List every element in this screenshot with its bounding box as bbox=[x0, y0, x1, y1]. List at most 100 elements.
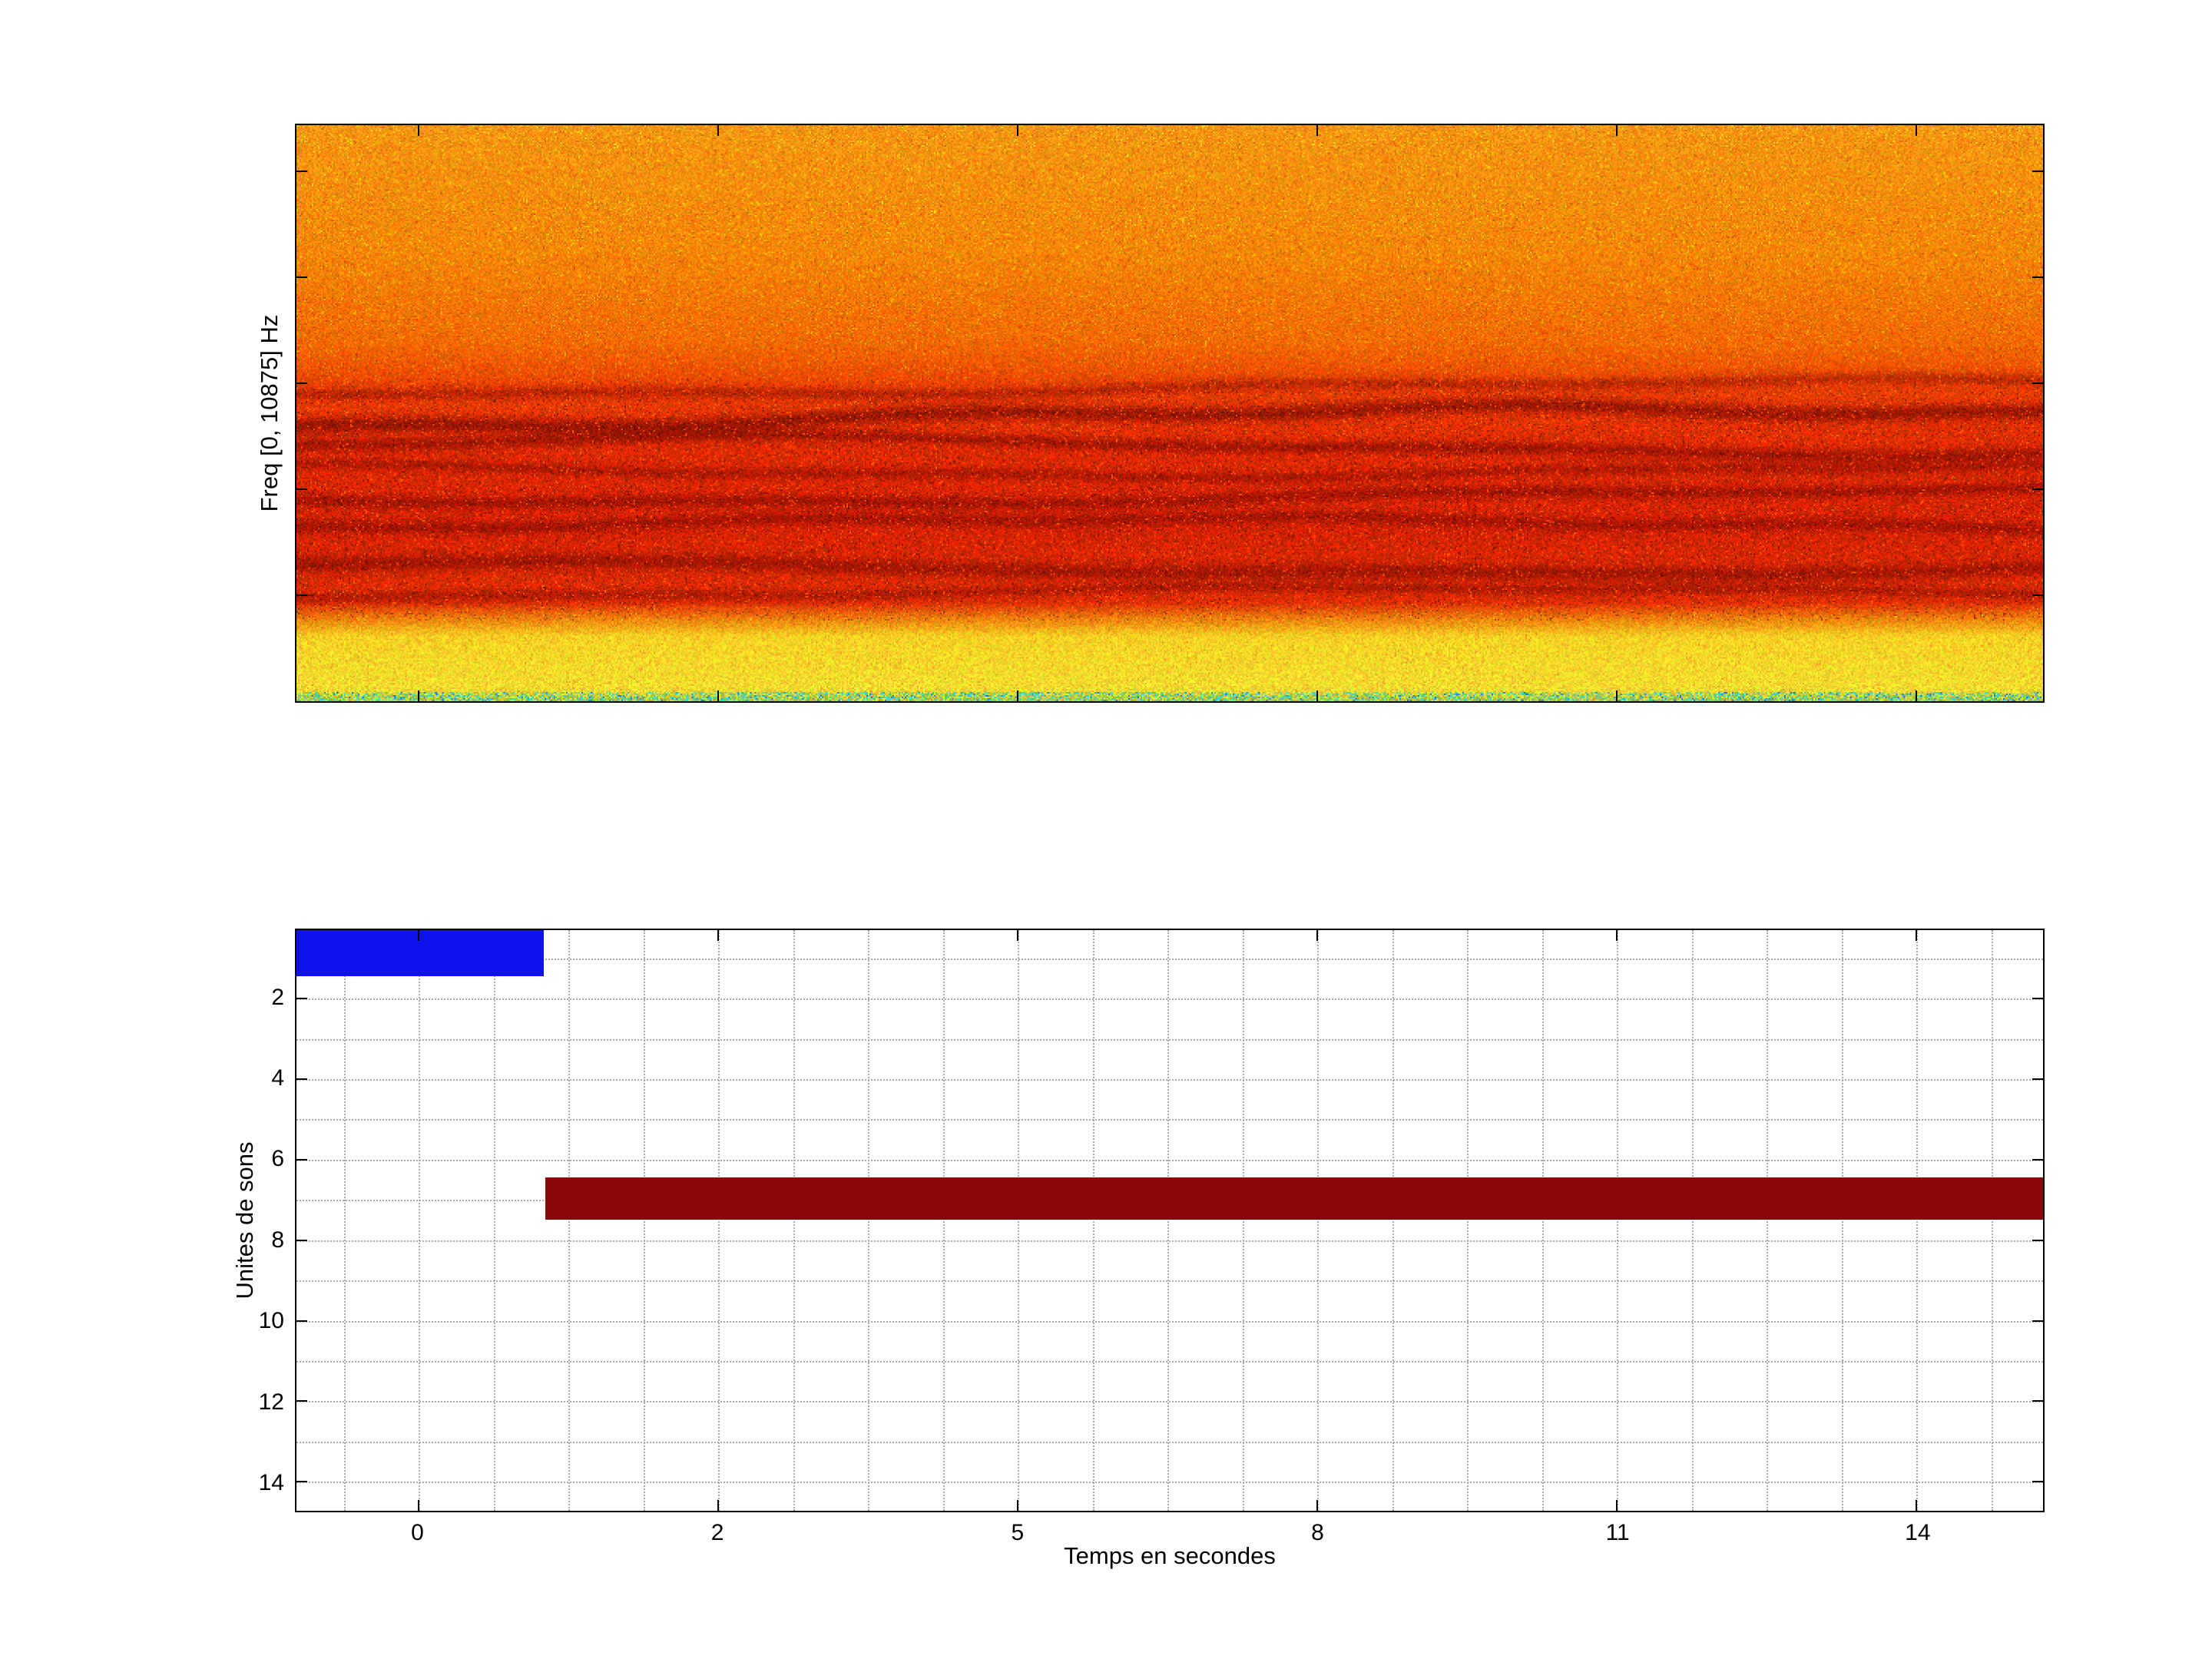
spectrogram-ylabel: Freq [0, 10875] Hz bbox=[256, 315, 283, 512]
matlab-figure: Freq [0, 10875] Hz Unites de sons Temps … bbox=[0, 0, 2212, 1659]
grid-line-vertical bbox=[1243, 930, 1244, 1511]
bottom-axes-ytick-mark bbox=[296, 998, 307, 999]
bottom-axes-xtick-mark bbox=[1916, 1500, 1917, 1511]
bottom-axes-xtick-mark bbox=[1017, 930, 1018, 941]
top-axes-xtick-mark bbox=[1616, 125, 1618, 136]
y-tick-label: 4 bbox=[215, 1065, 284, 1091]
x-tick-label: 8 bbox=[1311, 1520, 1324, 1546]
top-axes-xtick-mark bbox=[1316, 690, 1318, 701]
y-tick-label: 8 bbox=[215, 1227, 284, 1253]
bottom-axes-ytick-mark bbox=[296, 1481, 307, 1482]
top-axes-xtick-mark bbox=[717, 690, 719, 701]
bottom-axes-ytick-mark bbox=[296, 1159, 307, 1161]
top-axes-xtick-mark bbox=[418, 125, 419, 136]
top-axes-xtick-mark bbox=[1017, 125, 1018, 136]
grid-line-vertical bbox=[1992, 930, 1993, 1511]
bottom-axes-xtick-mark bbox=[1916, 930, 1917, 941]
grid-line-vertical bbox=[1916, 930, 1918, 1511]
grid-line-horizontal bbox=[296, 1280, 2043, 1282]
bottom-axes-xtick-mark bbox=[1316, 1500, 1318, 1511]
spectrogram-axes bbox=[295, 124, 2045, 703]
x-tick-label: 5 bbox=[1011, 1520, 1024, 1546]
grid-line-vertical bbox=[1392, 930, 1394, 1511]
grid-line-vertical bbox=[568, 930, 570, 1511]
grid-line-horizontal bbox=[296, 1361, 2043, 1363]
grid-line-vertical bbox=[793, 930, 795, 1511]
grid-line-horizontal bbox=[296, 1321, 2043, 1323]
grid-line-vertical bbox=[1617, 930, 1618, 1511]
y-tick-label: 12 bbox=[215, 1389, 284, 1416]
y-tick-label: 10 bbox=[215, 1308, 284, 1334]
y-tick-label: 6 bbox=[215, 1146, 284, 1172]
y-tick-label: 14 bbox=[215, 1470, 284, 1496]
x-tick-label: 0 bbox=[411, 1520, 424, 1546]
grid-line-vertical bbox=[1467, 930, 1469, 1511]
bottom-axes-xtick-mark bbox=[418, 1500, 419, 1511]
grid-line-vertical bbox=[1093, 930, 1094, 1511]
grid-line-vertical bbox=[1317, 930, 1319, 1511]
top-axes-ytick-mark bbox=[2032, 382, 2043, 384]
bottom-axes-ytick-mark bbox=[2032, 1240, 2043, 1241]
top-axes-ytick-mark bbox=[296, 488, 307, 490]
grid-line-vertical bbox=[494, 930, 495, 1511]
grid-line-vertical bbox=[718, 930, 720, 1511]
timeline-xlabel: Temps en secondes bbox=[1064, 1542, 1276, 1570]
bottom-axes-ytick-mark bbox=[296, 1400, 307, 1402]
grid-line-horizontal bbox=[296, 1160, 2043, 1161]
bottom-axes-ytick-mark bbox=[2032, 998, 2043, 999]
grid-line-vertical bbox=[419, 930, 420, 1511]
bottom-axes-xtick-mark bbox=[418, 930, 419, 941]
top-axes-ytick-mark bbox=[296, 276, 307, 278]
x-tick-label: 2 bbox=[711, 1520, 724, 1546]
x-tick-label: 11 bbox=[1606, 1520, 1630, 1546]
bottom-axes-ytick-mark bbox=[2032, 1320, 2043, 1322]
grid-line-vertical bbox=[868, 930, 869, 1511]
top-axes-xtick-mark bbox=[1916, 690, 1917, 701]
bar-sound-unit-1 bbox=[296, 930, 544, 976]
bottom-axes-xtick-mark bbox=[1316, 930, 1318, 941]
grid-line-horizontal bbox=[296, 1079, 2043, 1081]
top-axes-ytick-mark bbox=[2032, 276, 2043, 278]
top-axes-xtick-mark bbox=[1616, 690, 1618, 701]
bottom-axes-ytick-mark bbox=[296, 1078, 307, 1080]
bottom-axes-ytick-mark bbox=[2032, 1159, 2043, 1161]
grid-line-horizontal bbox=[296, 1401, 2043, 1402]
top-axes-xtick-mark bbox=[1017, 690, 1018, 701]
grid-line-vertical bbox=[344, 930, 346, 1511]
x-tick-label: 14 bbox=[1905, 1520, 1930, 1546]
bar-sound-unit-7 bbox=[545, 1177, 2043, 1220]
grid-line-horizontal bbox=[296, 1039, 2043, 1041]
grid-line-horizontal bbox=[296, 959, 2043, 960]
bottom-axes-ytick-mark bbox=[2032, 1481, 2043, 1482]
grid-line-horizontal bbox=[296, 1442, 2043, 1443]
bottom-axes-ytick-mark bbox=[2032, 1078, 2043, 1080]
top-axes-xtick-mark bbox=[1916, 125, 1917, 136]
grid-line-vertical bbox=[1542, 930, 1544, 1511]
top-axes-ytick-mark bbox=[2032, 171, 2043, 172]
grid-line-horizontal bbox=[296, 1482, 2043, 1483]
grid-line-vertical bbox=[1767, 930, 1768, 1511]
grid-line-vertical bbox=[1842, 930, 1843, 1511]
timeline-axes bbox=[295, 929, 2045, 1512]
bottom-axes-xtick-mark bbox=[717, 930, 719, 941]
grid-line-vertical bbox=[1018, 930, 1019, 1511]
top-axes-ytick-mark bbox=[296, 171, 307, 172]
top-axes-ytick-mark bbox=[296, 594, 307, 596]
bottom-axes-ytick-mark bbox=[296, 1240, 307, 1241]
top-axes-xtick-mark bbox=[717, 125, 719, 136]
top-axes-ytick-mark bbox=[2032, 488, 2043, 490]
grid-line-vertical bbox=[1167, 930, 1169, 1511]
top-axes-xtick-mark bbox=[1316, 125, 1318, 136]
top-axes-ytick-mark bbox=[296, 382, 307, 384]
bottom-axes-xtick-mark bbox=[1616, 930, 1618, 941]
spectrogram-image bbox=[296, 125, 2043, 701]
bottom-axes-ytick-mark bbox=[296, 1320, 307, 1322]
grid-line-vertical bbox=[644, 930, 645, 1511]
bottom-axes-xtick-mark bbox=[717, 1500, 719, 1511]
grid-line-vertical bbox=[943, 930, 945, 1511]
grid-line-vertical bbox=[1692, 930, 1694, 1511]
bottom-axes-ytick-mark bbox=[2032, 1400, 2043, 1402]
bottom-axes-xtick-mark bbox=[1616, 1500, 1618, 1511]
grid-line-horizontal bbox=[296, 1119, 2043, 1121]
bottom-axes-xtick-mark bbox=[1017, 1500, 1018, 1511]
